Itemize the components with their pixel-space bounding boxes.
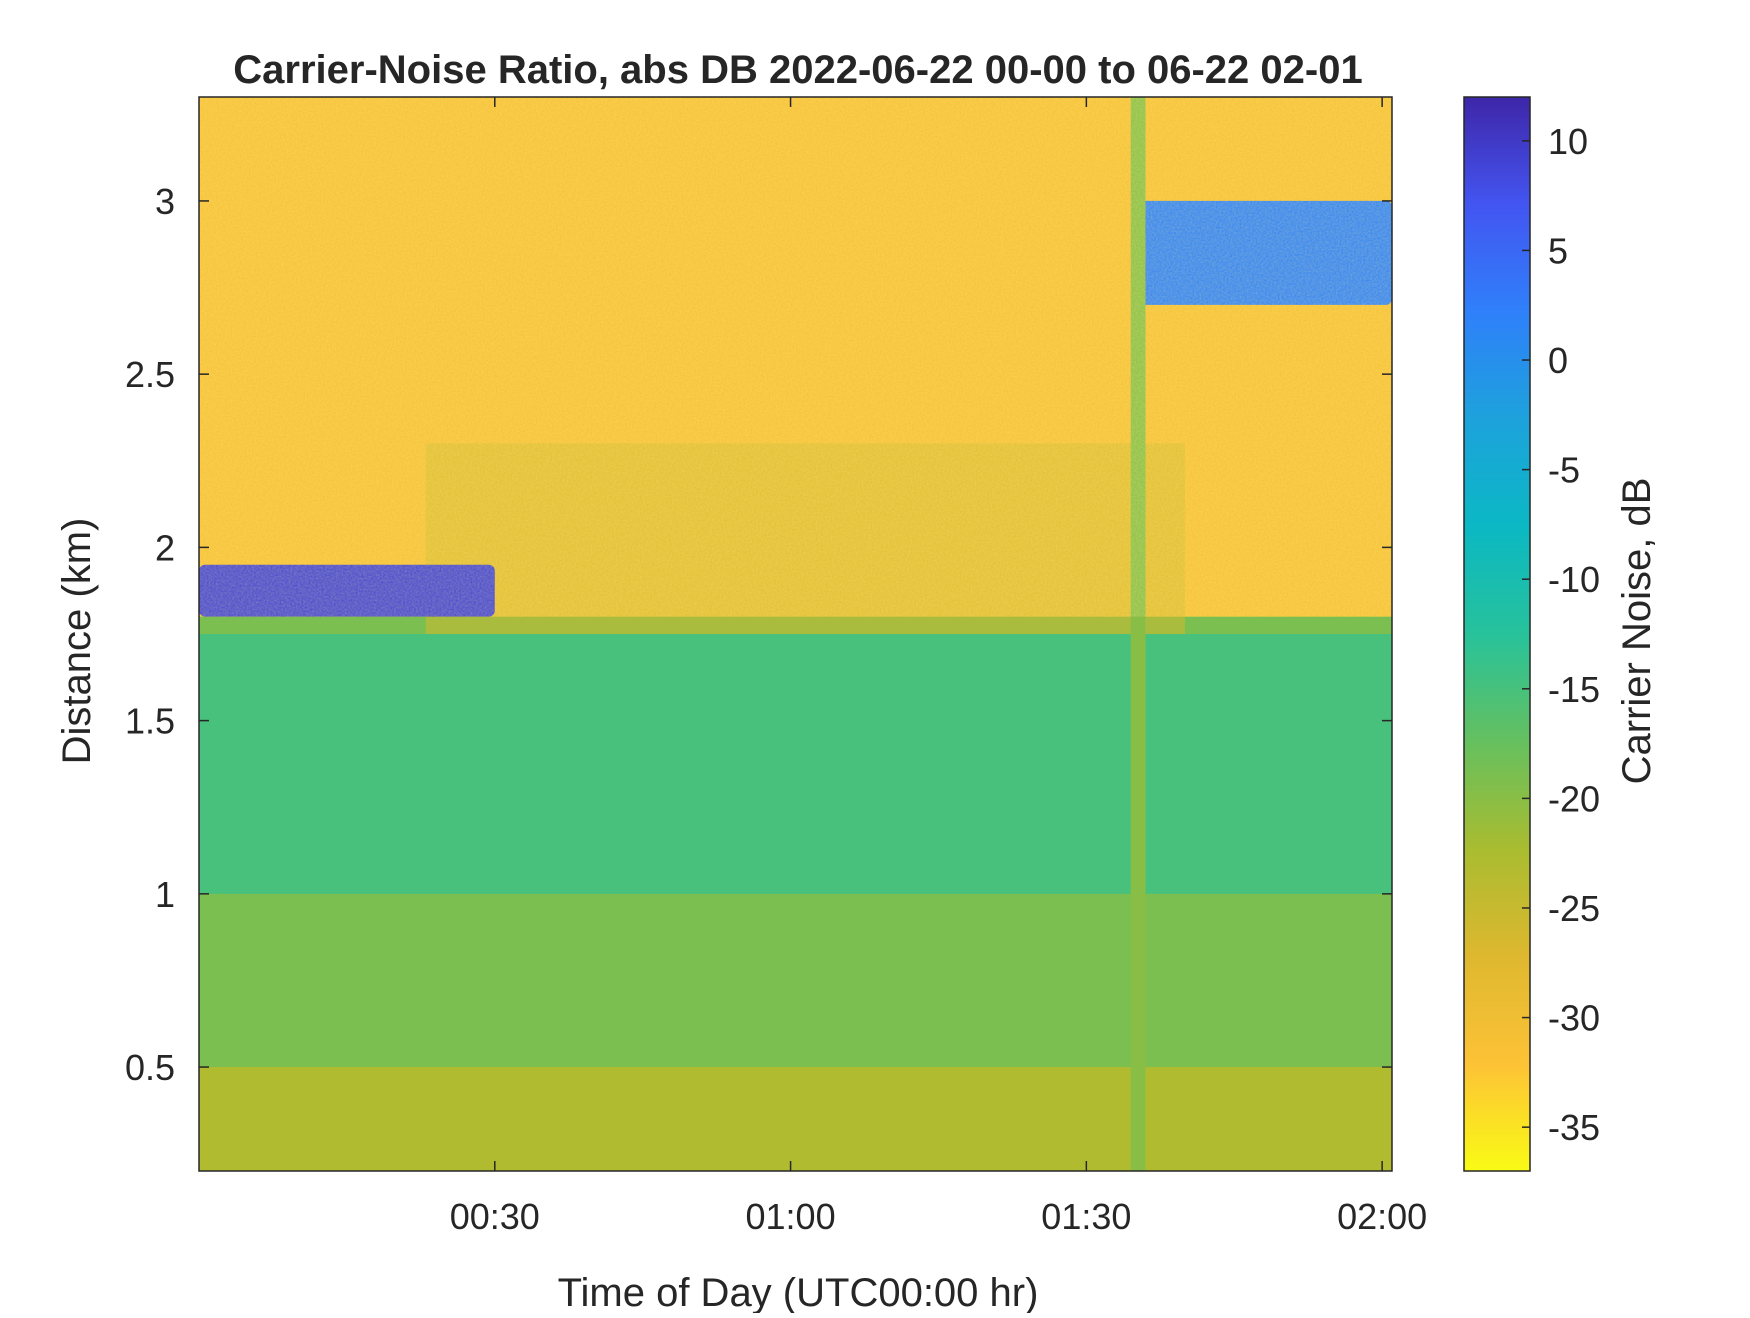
heatmap-speckle-overlay <box>199 97 1392 617</box>
x-tick-label: 01:00 <box>746 1196 836 1237</box>
colorbar-ticks: 10 5 0 -5 -10 -15 -20 -25 -30 -35 <box>1522 121 1600 1148</box>
x-axis-ticks: 00:30 01:00 01:30 02:00 <box>450 97 1427 1237</box>
region-boundary-layer <box>199 634 1392 894</box>
colorbar-label: Carrier Noise, dB <box>1615 478 1659 785</box>
colorbar-tick-label: -15 <box>1548 669 1600 710</box>
colorbar-tick-label: -10 <box>1548 559 1600 600</box>
region-surface-layer <box>199 1067 1392 1171</box>
colorbar-tick-label: -20 <box>1548 778 1600 819</box>
colorbar-tick-label: 0 <box>1548 340 1568 381</box>
x-axis-label: Time of Day (UTC00:00 hr) <box>558 1271 1039 1313</box>
colorbar-tick-label: -30 <box>1548 998 1600 1039</box>
x-tick-label: 01:30 <box>1041 1196 1131 1237</box>
y-tick-label: 2.5 <box>125 354 175 395</box>
colorbar-tick-label: -25 <box>1548 888 1600 929</box>
colorbar <box>1463 96 1531 1172</box>
y-tick-label: 1 <box>155 874 175 915</box>
y-axis-ticks: 0.5 1 1.5 2 2.5 3 <box>125 181 1392 1088</box>
y-tick-label: 2 <box>155 527 175 568</box>
y-tick-label: 1.5 <box>125 701 175 742</box>
chart-title: Carrier-Noise Ratio, abs DB 2022-06-22 0… <box>233 48 1362 92</box>
plot-frame <box>198 96 1393 1172</box>
x-tick-label: 02:00 <box>1337 1196 1427 1237</box>
y-tick-label: 3 <box>155 181 175 222</box>
x-tick-label: 00:30 <box>450 1196 540 1237</box>
colorbar-tick-label: 10 <box>1548 121 1588 162</box>
colorbar-tick-label: 5 <box>1548 230 1568 271</box>
colorbar-tick-label: -35 <box>1548 1107 1600 1148</box>
colorbar-tick-label: -5 <box>1548 450 1580 491</box>
y-axis-label: Distance (km) <box>55 518 99 765</box>
plot-area <box>199 97 1392 1171</box>
y-tick-label: 0.5 <box>125 1047 175 1088</box>
